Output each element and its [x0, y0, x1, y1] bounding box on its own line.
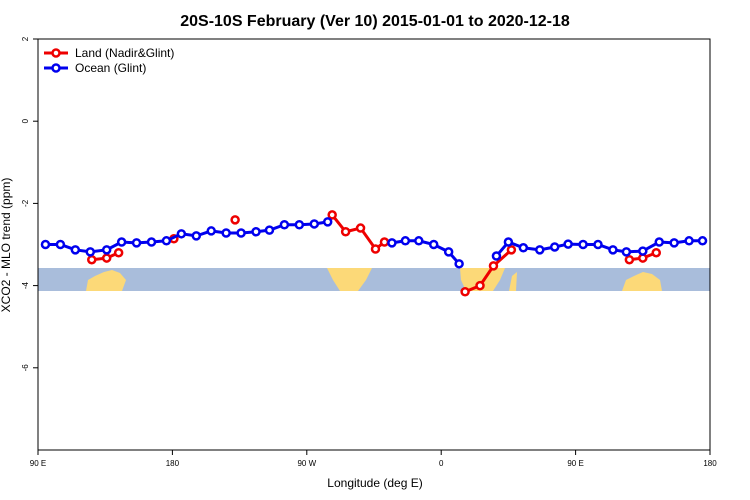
data-point — [491, 251, 502, 261]
data-point — [593, 239, 603, 250]
data-point — [518, 243, 529, 253]
data-point — [101, 253, 112, 263]
data-point — [294, 220, 305, 230]
data-point — [460, 287, 470, 297]
x-tick-label: 90 E — [30, 459, 46, 468]
data-point — [251, 227, 261, 237]
data-point — [654, 237, 664, 247]
legend-marker — [51, 63, 61, 73]
data-point — [101, 245, 112, 255]
map-strip — [38, 268, 710, 291]
data-point — [379, 237, 390, 247]
data-point — [669, 238, 679, 248]
data-point — [549, 242, 560, 252]
x-tick-label: 90 E — [567, 459, 583, 468]
data-point — [176, 229, 187, 239]
y-tick-label: 2 — [21, 36, 30, 41]
data-point — [340, 227, 351, 237]
data-point — [608, 245, 618, 255]
data-point — [116, 237, 127, 247]
data-point — [684, 236, 694, 246]
land-south-america — [327, 268, 372, 291]
data-point — [327, 210, 337, 220]
y-tick-label: -4 — [21, 281, 30, 289]
data-point — [454, 259, 464, 269]
data-point — [503, 237, 514, 247]
data-point — [279, 220, 290, 230]
data-point — [322, 217, 333, 227]
data-point — [370, 244, 381, 254]
x-tick-label: 0 — [439, 459, 444, 468]
data-point — [443, 247, 454, 257]
plot-frame — [37, 38, 711, 451]
data-point — [191, 231, 202, 241]
data-point — [161, 236, 172, 246]
data-point — [638, 246, 648, 256]
data-point — [506, 245, 517, 255]
data-point — [264, 225, 275, 235]
data-point — [206, 226, 216, 236]
land-australia — [622, 272, 662, 291]
data-point — [563, 239, 573, 249]
data-point — [236, 228, 246, 238]
plot-area — [40, 210, 708, 297]
data-point — [40, 239, 51, 250]
data-point — [697, 236, 708, 246]
data-point — [488, 261, 499, 271]
data-point — [621, 247, 632, 257]
data-point — [428, 239, 439, 250]
y-tick-label: -6 — [21, 364, 30, 372]
data-point — [221, 228, 231, 238]
data-point — [113, 247, 124, 258]
x-tick-label: 180 — [166, 459, 180, 468]
data-point — [414, 236, 424, 246]
x-tick-label: 180 — [703, 459, 717, 468]
ocean-strip — [38, 268, 710, 291]
legend-label: Ocean (Glint) — [75, 61, 146, 75]
y-tick-label: 0 — [21, 118, 30, 123]
data-point — [400, 236, 411, 246]
y-axis-label: XCO2 - MLO trend (ppm) — [0, 178, 13, 313]
land-africa — [86, 270, 126, 291]
data-point — [624, 254, 635, 265]
data-point — [387, 238, 397, 248]
data-point — [355, 223, 366, 233]
data-point — [578, 239, 588, 250]
y-tick-label: -2 — [21, 199, 30, 207]
data-point — [651, 247, 661, 258]
chart-title: 20S-10S February (Ver 10) 2015-01-01 to … — [180, 13, 570, 30]
data-point — [309, 219, 320, 229]
data-point — [55, 239, 66, 250]
legend-marker — [51, 48, 61, 58]
data-point — [87, 254, 97, 265]
data-point — [85, 247, 96, 257]
data-point — [146, 237, 157, 247]
data-point — [230, 215, 240, 225]
legend-label: Land (Nadir&Glint) — [75, 46, 174, 60]
data-point — [131, 238, 142, 248]
data-point — [535, 245, 545, 255]
x-tick-label: 90 W — [297, 459, 316, 468]
series-line — [464, 248, 513, 294]
land-africa-2 — [509, 272, 517, 291]
x-axis-label: Longitude (deg E) — [327, 476, 422, 490]
data-point — [70, 245, 81, 255]
data-point — [475, 280, 485, 291]
